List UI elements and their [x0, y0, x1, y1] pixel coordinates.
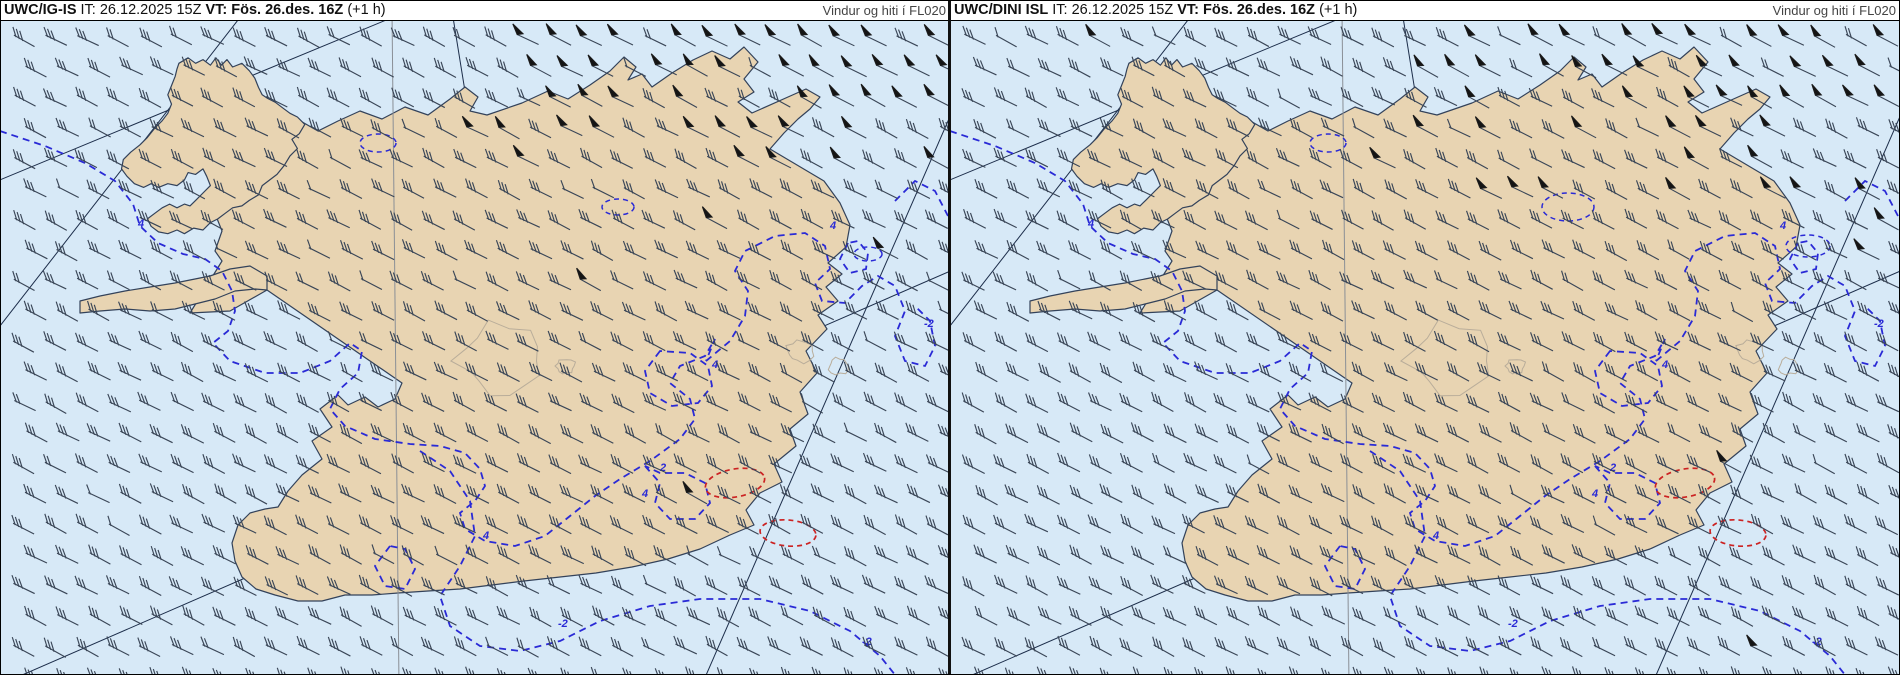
svg-text:4: 4 — [137, 218, 144, 230]
svg-text:4: 4 — [482, 530, 489, 542]
svg-text:4: 4 — [1432, 530, 1439, 542]
svg-text:4: 4 — [829, 220, 836, 232]
svg-text:-2: -2 — [558, 618, 568, 630]
svg-text:4: 4 — [1087, 218, 1094, 230]
svg-text:2: 2 — [1609, 462, 1616, 474]
svg-text:4: 4 — [641, 488, 648, 500]
svg-text:4: 4 — [1779, 220, 1786, 232]
svg-text:4: 4 — [1661, 359, 1668, 371]
svg-text:4: 4 — [711, 359, 718, 371]
svg-text:-2: -2 — [1508, 618, 1518, 630]
svg-text:4: 4 — [1591, 488, 1598, 500]
